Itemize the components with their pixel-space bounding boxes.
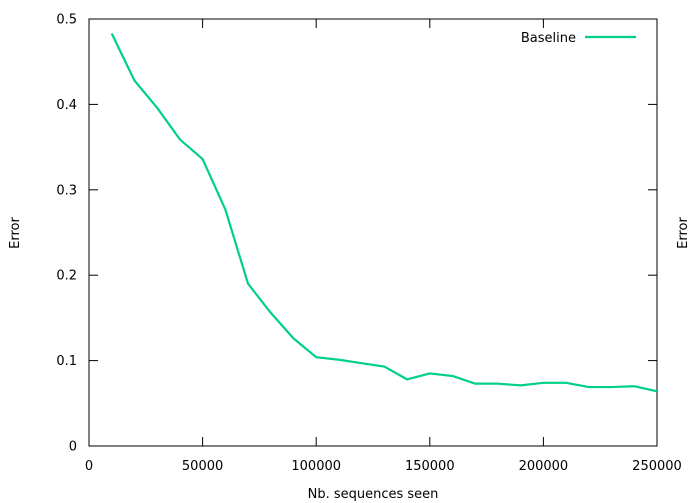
x-axis-title: Nb. sequences seen bbox=[308, 487, 439, 502]
y-tick-label: 0.3 bbox=[56, 183, 77, 198]
x-tick-label: 100000 bbox=[291, 459, 341, 474]
series-line-baseline bbox=[110, 33, 658, 393]
y-tick-label: 0.5 bbox=[56, 13, 77, 28]
y-axis-ticks: 0 0.1 0.2 0.3 0.4 0.5 bbox=[56, 13, 657, 455]
y-tick-label: 0.4 bbox=[56, 98, 77, 113]
y-tick-label: 0 bbox=[69, 440, 77, 455]
y-axis-title: Error bbox=[8, 217, 23, 249]
x-tick-label: 50000 bbox=[182, 459, 223, 474]
x-tick-label: 200000 bbox=[519, 459, 569, 474]
y-tick-label: 0.1 bbox=[56, 354, 77, 369]
x-tick-label: 250000 bbox=[632, 459, 682, 474]
legend-label-baseline: Baseline bbox=[521, 31, 576, 46]
legend: Baseline bbox=[521, 31, 636, 46]
series-lines bbox=[110, 33, 658, 393]
x-tick-label: 150000 bbox=[405, 459, 455, 474]
y-tick-label: 0.2 bbox=[56, 269, 77, 284]
x-tick-label: 0 bbox=[85, 459, 93, 474]
x-axis-ticks: 0 50000 100000 150000 200000 250000 bbox=[85, 19, 682, 474]
plot-frame bbox=[88, 18, 658, 447]
y-axis-title-right: Error bbox=[676, 217, 691, 249]
